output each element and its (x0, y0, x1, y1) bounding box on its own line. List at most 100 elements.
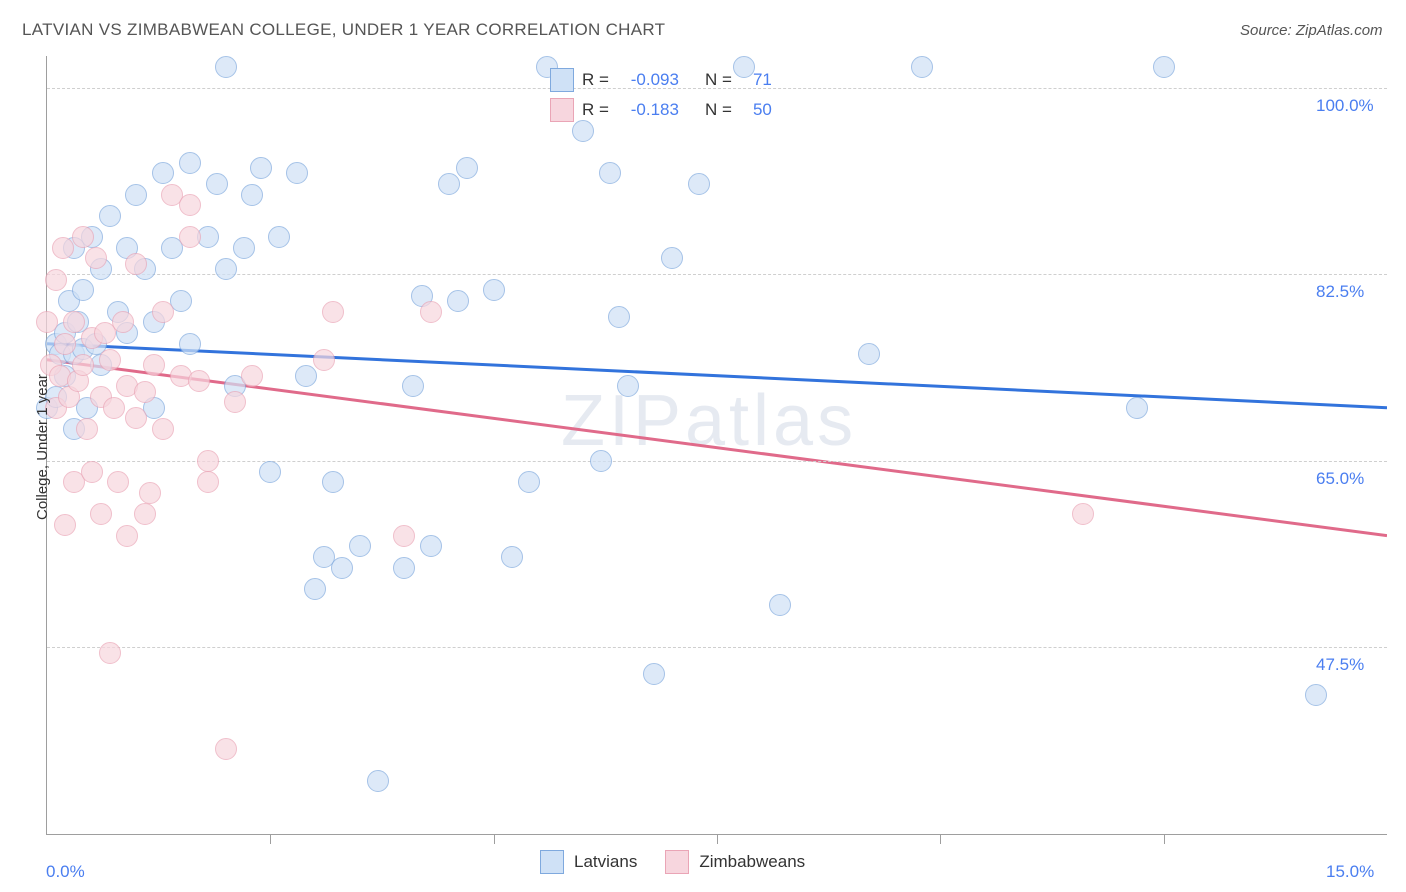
legend-swatch (550, 68, 574, 92)
chart-title: LATVIAN VS ZIMBABWEAN COLLEGE, UNDER 1 Y… (22, 20, 665, 40)
data-point-zimbabweans (313, 349, 335, 371)
data-point-zimbabweans (107, 471, 129, 493)
stat-n-label: N = (705, 100, 732, 120)
stat-r-label: R = (582, 100, 609, 120)
data-point-latvians (322, 471, 344, 493)
data-point-latvians (501, 546, 523, 568)
trend-lines (47, 56, 1387, 834)
data-point-zimbabweans (179, 226, 201, 248)
x-tick (270, 834, 271, 844)
stat-n-label: N = (705, 70, 732, 90)
source-citation: Source: ZipAtlas.com (1240, 22, 1383, 39)
data-point-latvians (688, 173, 710, 195)
x-tick (1164, 834, 1165, 844)
legend-row: R = -0.183 N = 50 (550, 98, 772, 122)
data-point-latvians (1153, 56, 1175, 78)
data-point-zimbabweans (52, 237, 74, 259)
x-tick (717, 834, 718, 844)
data-point-zimbabweans (72, 226, 94, 248)
stat-r-value: -0.183 (617, 100, 679, 120)
data-point-zimbabweans (125, 253, 147, 275)
legend-label: Zimbabweans (699, 852, 805, 872)
data-point-zimbabweans (224, 391, 246, 413)
data-point-latvians (590, 450, 612, 472)
data-point-latvians (349, 535, 371, 557)
data-point-latvians (1126, 397, 1148, 419)
data-point-zimbabweans (215, 738, 237, 760)
data-point-latvians (250, 157, 272, 179)
data-point-zimbabweans (54, 514, 76, 536)
chart-container: { "title": "LATVIAN VS ZIMBABWEAN COLLEG… (0, 0, 1406, 892)
data-point-zimbabweans (54, 333, 76, 355)
data-point-latvians (393, 557, 415, 579)
stat-n-value: 50 (740, 100, 772, 120)
data-point-zimbabweans (322, 301, 344, 323)
data-point-zimbabweans (197, 450, 219, 472)
y-tick-label: 47.5% (1316, 655, 1364, 675)
data-point-latvians (259, 461, 281, 483)
data-point-latvians (608, 306, 630, 328)
data-point-latvians (215, 258, 237, 280)
data-point-zimbabweans (99, 349, 121, 371)
data-point-latvians (268, 226, 290, 248)
data-point-latvians (99, 205, 121, 227)
data-point-latvians (483, 279, 505, 301)
data-point-zimbabweans (85, 247, 107, 269)
data-point-latvians (286, 162, 308, 184)
data-point-zimbabweans (125, 407, 147, 429)
data-point-latvians (215, 56, 237, 78)
data-point-latvians (911, 56, 933, 78)
data-point-latvians (206, 173, 228, 195)
correlation-legend: R = -0.093 N = 71 R = -0.183 N = 50 (540, 62, 782, 128)
data-point-latvians (152, 162, 174, 184)
data-point-zimbabweans (134, 503, 156, 525)
data-point-latvians (518, 471, 540, 493)
legend-swatch (540, 850, 564, 874)
legend-item: Zimbabweans (665, 850, 805, 874)
y-tick-label: 65.0% (1316, 469, 1364, 489)
data-point-latvians (233, 237, 255, 259)
stat-r-value: -0.093 (617, 70, 679, 90)
data-point-latvians (367, 770, 389, 792)
data-point-zimbabweans (76, 418, 98, 440)
data-point-latvians (241, 184, 263, 206)
plot-area: ZIPatlas (46, 56, 1387, 835)
legend-swatch (550, 98, 574, 122)
x-tick (494, 834, 495, 844)
data-point-zimbabweans (72, 354, 94, 376)
data-point-latvians (447, 290, 469, 312)
data-point-latvians (456, 157, 478, 179)
data-point-zimbabweans (63, 311, 85, 333)
data-point-latvians (858, 343, 880, 365)
data-point-latvians (125, 184, 147, 206)
data-point-zimbabweans (139, 482, 161, 504)
data-point-zimbabweans (1072, 503, 1094, 525)
data-point-zimbabweans (90, 503, 112, 525)
y-axis-label: College, Under 1 year (34, 374, 51, 520)
data-point-zimbabweans (99, 642, 121, 664)
stat-n-value: 71 (740, 70, 772, 90)
x-axis-min-label: 0.0% (46, 862, 85, 882)
data-point-latvians (72, 279, 94, 301)
x-tick (940, 834, 941, 844)
x-axis-max-label: 15.0% (1326, 862, 1374, 882)
data-point-zimbabweans (152, 418, 174, 440)
data-point-zimbabweans (112, 311, 134, 333)
data-point-latvians (599, 162, 621, 184)
watermark: ZIPatlas (561, 380, 857, 462)
data-point-latvians (617, 375, 639, 397)
stat-r-label: R = (582, 70, 609, 90)
y-tick-label: 100.0% (1316, 96, 1374, 116)
data-point-zimbabweans (81, 461, 103, 483)
data-point-zimbabweans (134, 381, 156, 403)
data-point-latvians (643, 663, 665, 685)
data-point-latvians (438, 173, 460, 195)
data-point-zimbabweans (45, 269, 67, 291)
legend-item: Latvians (540, 850, 637, 874)
gridline (47, 274, 1387, 275)
data-point-zimbabweans (143, 354, 165, 376)
data-point-zimbabweans (36, 311, 58, 333)
data-point-latvians (179, 333, 201, 355)
data-point-latvians (402, 375, 424, 397)
data-point-latvians (1305, 684, 1327, 706)
